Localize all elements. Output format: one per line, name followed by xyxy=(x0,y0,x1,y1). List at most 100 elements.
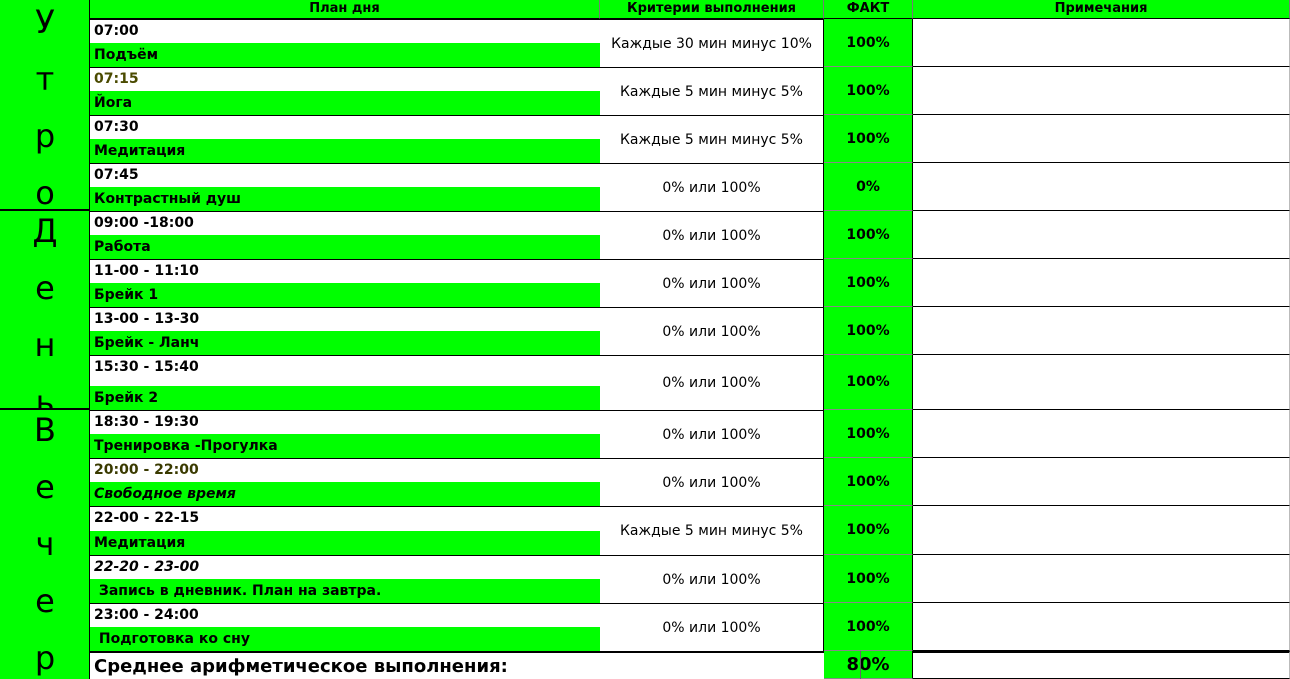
fact: 100% xyxy=(824,506,913,555)
section-letter: Д xyxy=(32,212,58,250)
time: 15:30 - 15:40 xyxy=(90,355,600,386)
activity: Тренировка -Прогулка xyxy=(90,434,600,458)
time: 11-00 - 11:10 xyxy=(90,259,600,283)
fact: 0% xyxy=(824,163,913,211)
plan-cell: 07:00 Подъём xyxy=(90,19,600,67)
plan-cell: 18:30 - 19:30 Тренировка -Прогулка xyxy=(90,410,600,458)
fact: 100% xyxy=(824,555,913,603)
section-letter: е xyxy=(35,582,55,620)
section-letter: е xyxy=(35,269,55,307)
activity: Брейк - Ланч xyxy=(90,331,600,355)
cell-divider xyxy=(860,651,861,679)
time: 22-00 - 22-15 xyxy=(90,506,600,531)
time: 18:30 - 19:30 xyxy=(90,410,600,434)
activity: Свободное время xyxy=(90,482,600,506)
time: 09:00 -18:00 xyxy=(90,211,600,235)
notes-cell xyxy=(913,211,1290,259)
criteria: 0% или 100% xyxy=(600,555,824,604)
criteria: 0% или 100% xyxy=(600,163,824,212)
activity: Брейк 1 xyxy=(90,283,600,307)
criteria: Каждые 30 мин минус 10% xyxy=(600,19,824,68)
time: 07:15 xyxy=(90,67,600,91)
header-plan: План дня xyxy=(90,0,600,19)
criteria: 0% или 100% xyxy=(600,603,824,652)
activity: Брейк 2 xyxy=(90,386,600,410)
activity: Йога xyxy=(90,91,600,115)
fact: 100% xyxy=(824,307,913,355)
activity: Работа xyxy=(90,235,600,259)
plan-cell: 11-00 - 11:10 Брейк 1 xyxy=(90,259,600,307)
fact: 100% xyxy=(824,115,913,163)
activity: Контрастный душ xyxy=(90,187,600,211)
activity: Медитация xyxy=(90,531,600,555)
plan-cell: 13-00 - 13-30 Брейк - Ланч xyxy=(90,307,600,355)
plan-cell: 07:45 Контрастный душ xyxy=(90,163,600,211)
plan-cell: 22-00 - 22-15 Медитация xyxy=(90,506,600,555)
time: 23:00 - 24:00 xyxy=(90,603,600,627)
notes-cell xyxy=(913,458,1290,506)
section-letter: ч xyxy=(35,525,55,563)
activity: Подъём xyxy=(90,43,600,67)
criteria: Каждые 5 мин минус 5% xyxy=(600,506,824,556)
section-letter: р xyxy=(34,117,56,155)
plan-cell: 15:30 - 15:40 Брейк 2 xyxy=(90,355,600,410)
time: 07:45 xyxy=(90,163,600,187)
activity: Запись в дневник. План на завтра. xyxy=(90,579,600,603)
criteria: Каждые 5 мин минус 5% xyxy=(600,67,824,116)
activity: Подготовка ко сну xyxy=(90,627,600,651)
time: 22-20 - 23-00 xyxy=(90,555,600,579)
notes-cell xyxy=(913,555,1290,603)
header-fact: ФАКТ xyxy=(824,0,913,19)
fact: 100% xyxy=(824,603,913,651)
fact: 100% xyxy=(824,67,913,115)
section-letter: н xyxy=(34,326,56,364)
fact: 100% xyxy=(824,410,913,458)
fact: 100% xyxy=(824,259,913,307)
section-letter: У xyxy=(35,3,55,41)
fact: 100% xyxy=(824,211,913,259)
section-letter: т xyxy=(35,60,55,98)
criteria: 0% или 100% xyxy=(600,410,824,459)
notes-cell xyxy=(913,410,1290,458)
criteria: 0% или 100% xyxy=(600,355,824,411)
notes-cell xyxy=(913,307,1290,355)
plan-cell: 07:30 Медитация xyxy=(90,115,600,163)
notes-cell xyxy=(913,603,1290,651)
footer-value: 80% xyxy=(824,651,913,679)
activity: Медитация xyxy=(90,139,600,163)
plan-cell: 22-20 - 23-00 Запись в дневник. План на … xyxy=(90,555,600,603)
notes-cell xyxy=(913,506,1290,555)
section-letter: е xyxy=(35,468,55,506)
header-criteria: Критерии выполнения xyxy=(600,0,824,19)
criteria: 0% или 100% xyxy=(600,259,824,308)
fact: 100% xyxy=(824,355,913,410)
notes-cell xyxy=(913,163,1290,211)
fact: 100% xyxy=(824,458,913,506)
plan-cell: 09:00 -18:00 Работа xyxy=(90,211,600,259)
notes-cell xyxy=(913,19,1290,67)
notes-cell xyxy=(913,67,1290,115)
time: 07:30 xyxy=(90,115,600,139)
section-letter: В xyxy=(34,411,56,449)
criteria: 0% или 100% xyxy=(600,307,824,356)
notes-cell xyxy=(913,355,1290,410)
footer-label: Среднее арифметическое выполнения: xyxy=(90,651,824,679)
plan-cell: 23:00 - 24:00 Подготовка ко сну xyxy=(90,603,600,651)
time: 20:00 - 22:00 xyxy=(90,458,600,482)
criteria: Каждые 5 мин минус 5% xyxy=(600,115,824,164)
criteria: 0% или 100% xyxy=(600,458,824,507)
notes-cell xyxy=(913,651,1290,679)
time: 07:00 xyxy=(90,19,600,43)
section-letter: ь xyxy=(35,383,55,410)
header-notes: Примечания xyxy=(913,0,1290,19)
plan-cell: 07:15 Йога xyxy=(90,67,600,115)
fact: 100% xyxy=(824,19,913,67)
plan-cell: 20:00 - 22:00 Свободное время xyxy=(90,458,600,506)
time: 13-00 - 13-30 xyxy=(90,307,600,331)
notes-cell xyxy=(913,115,1290,163)
notes-cell xyxy=(913,259,1290,307)
